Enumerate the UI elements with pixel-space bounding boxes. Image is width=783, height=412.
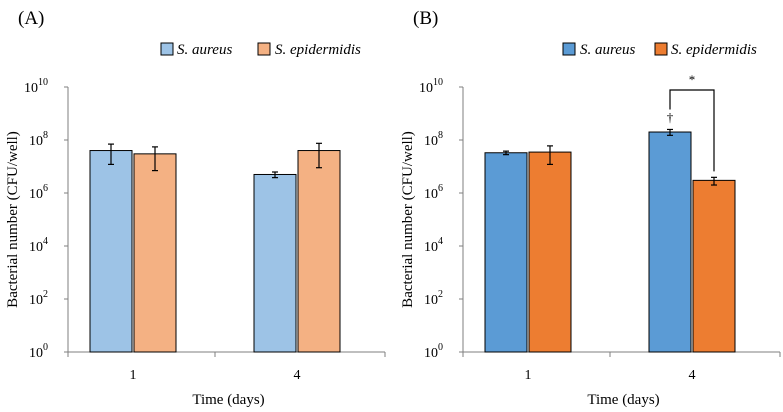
y-tick-base: 10 <box>29 240 43 255</box>
y-tick-label: 104 <box>424 236 443 255</box>
chart-panel-b: (B)Bacterial number (CFU/well)1001021041… <box>400 8 781 408</box>
y-tick-exponent: 0 <box>438 342 443 353</box>
significance-marker: * <box>689 72 696 87</box>
y-tick-exponent: 10 <box>433 77 443 88</box>
y-tick-exponent: 4 <box>43 236 48 247</box>
y-tick-exponent: 8 <box>43 130 48 141</box>
bar <box>484 152 528 353</box>
y-tick-label: 100 <box>29 342 48 361</box>
y-tick-exponent: 2 <box>43 289 48 300</box>
y-tick-label: 102 <box>424 289 443 308</box>
legend-swatch <box>654 42 668 56</box>
y-tick-base: 10 <box>419 81 433 96</box>
legend-swatch <box>257 42 271 56</box>
x-tick-label: 1 <box>525 368 532 383</box>
y-tick-base: 10 <box>24 81 38 96</box>
x-axis-title: Time (days) <box>587 392 659 408</box>
y-axis-title: Bacterial number (CFU/well) <box>400 131 416 308</box>
chart-panel-a: (A)Bacterial number (CFU/well)1001021041… <box>5 8 386 408</box>
y-tick-label: 102 <box>29 289 48 308</box>
legend-swatch <box>160 42 174 56</box>
legend-label: S. epidermidis <box>671 42 757 58</box>
y-tick-exponent: 4 <box>438 236 443 247</box>
y-tick-label: 106 <box>424 183 443 202</box>
y-tick-base: 10 <box>424 134 438 149</box>
y-axis-title: Bacterial number (CFU/well) <box>5 131 21 308</box>
y-tick-label: 100 <box>424 342 443 361</box>
bar <box>253 173 297 353</box>
x-axis-title: Time (days) <box>192 392 264 408</box>
dagger-marker: † <box>667 109 674 124</box>
legend-label: S. aureus <box>177 42 232 58</box>
panel-label: (A) <box>18 8 44 29</box>
bar <box>89 150 133 353</box>
y-tick-label: 106 <box>29 183 48 202</box>
x-tick-label: 4 <box>689 368 696 383</box>
y-tick-exponent: 10 <box>38 77 48 88</box>
y-tick-label: 1010 <box>419 77 443 96</box>
bar <box>528 151 572 353</box>
x-tick-label: 4 <box>294 368 301 383</box>
bar <box>297 150 341 353</box>
bar <box>133 153 177 353</box>
legend-label: S. epidermidis <box>275 42 361 58</box>
y-tick-exponent: 6 <box>43 183 48 194</box>
y-tick-base: 10 <box>29 187 43 202</box>
y-tick-exponent: 0 <box>43 342 48 353</box>
y-tick-exponent: 2 <box>438 289 443 300</box>
y-tick-base: 10 <box>424 293 438 308</box>
legend-label: S. aureus <box>580 42 635 58</box>
y-tick-label: 108 <box>424 130 443 149</box>
bar <box>648 131 692 353</box>
y-tick-label: 104 <box>29 236 48 255</box>
y-tick-exponent: 6 <box>438 183 443 194</box>
y-tick-base: 10 <box>29 293 43 308</box>
significance-bracket <box>669 89 715 172</box>
legend-swatch <box>562 42 576 56</box>
y-tick-base: 10 <box>29 134 43 149</box>
y-tick-base: 10 <box>424 187 438 202</box>
y-tick-exponent: 8 <box>438 130 443 141</box>
bar <box>692 179 736 353</box>
y-tick-base: 10 <box>29 346 43 361</box>
y-tick-base: 10 <box>424 346 438 361</box>
y-tick-label: 1010 <box>24 77 48 96</box>
panel-label: (B) <box>413 8 438 29</box>
y-tick-label: 108 <box>29 130 48 149</box>
y-tick-base: 10 <box>424 240 438 255</box>
x-tick-label: 1 <box>130 368 137 383</box>
